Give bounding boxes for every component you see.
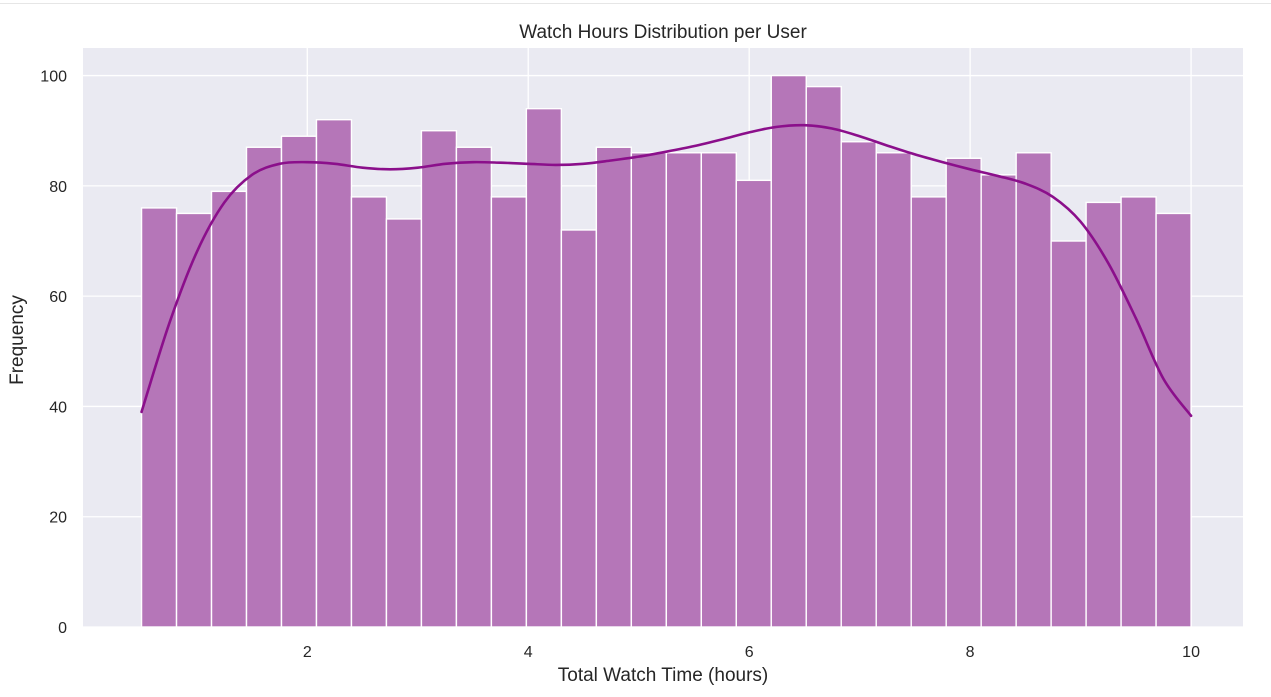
chart-title: Watch Hours Distribution per User (519, 22, 807, 43)
histogram-bar (595, 146, 633, 628)
y-tick-label: 80 (49, 179, 67, 196)
histogram-bar (175, 212, 213, 628)
histogram-bar (315, 118, 353, 628)
histogram-bar (350, 196, 388, 628)
histogram-bar (630, 152, 668, 628)
histogram-bar (525, 107, 563, 628)
histogram-bar (910, 196, 947, 628)
histogram-bar (700, 152, 737, 628)
histogram-bar (455, 146, 493, 628)
histogram-bar (1155, 212, 1192, 628)
y-tick-label: 60 (49, 289, 67, 306)
histogram-bar (245, 146, 283, 628)
y-tick-label: 0 (58, 620, 67, 637)
histogram-bar (770, 74, 807, 628)
y-tick-label: 20 (49, 510, 67, 527)
top-divider (0, 3, 1271, 4)
histogram-bar (735, 179, 772, 628)
histogram-bar (560, 229, 598, 628)
histogram-bar (980, 174, 1017, 628)
y-axis-ticks: 0 20 40 60 80 100 (40, 69, 67, 637)
histogram-bars (140, 74, 1192, 628)
x-tick-label: 8 (966, 644, 975, 661)
histogram-bar (420, 130, 458, 628)
y-axis-label: Frequency (7, 295, 28, 385)
histogram-bar (1050, 240, 1087, 628)
histogram-bar (840, 141, 877, 628)
y-tick-label: 100 (40, 69, 67, 86)
histogram-bar (805, 85, 842, 628)
x-axis-ticks: 2 4 6 8 10 (303, 644, 1200, 661)
x-tick-label: 6 (745, 644, 754, 661)
y-tick-label: 40 (49, 399, 67, 416)
histogram-bar (385, 218, 423, 628)
histogram-bar (1015, 152, 1052, 628)
kde-curve (140, 123, 1193, 418)
histogram-bar (280, 135, 318, 628)
histogram-bar (945, 157, 982, 628)
histogram-bar (210, 190, 248, 628)
histogram-bar (665, 152, 702, 628)
x-tick-label: 4 (524, 644, 533, 661)
histogram-bar (490, 196, 528, 628)
x-axis-label: Total Watch Time (hours) (558, 665, 768, 686)
histogram-bar (875, 152, 912, 628)
histogram-bar (1085, 201, 1122, 628)
histogram-bar (1120, 196, 1157, 628)
x-tick-label: 2 (303, 644, 312, 661)
x-tick-label: 10 (1182, 644, 1200, 661)
histogram-bar (140, 207, 178, 628)
